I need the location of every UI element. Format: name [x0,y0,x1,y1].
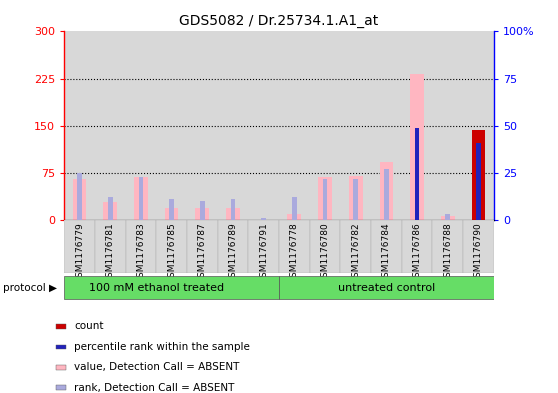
Bar [445,215,450,220]
Bar [138,177,143,220]
Bar [415,128,420,220]
Bar [108,197,113,220]
Bar [126,220,156,273]
FancyBboxPatch shape [279,276,494,299]
Bar [195,208,209,220]
Bar [156,31,187,220]
Bar [472,130,485,220]
Bar [432,220,463,273]
Bar [218,31,248,220]
Text: GSM1176786: GSM1176786 [412,222,422,283]
Bar [248,31,279,220]
Bar [165,208,179,220]
Bar [340,220,371,273]
Bar [441,216,455,220]
Text: value, Detection Call = ABSENT: value, Detection Call = ABSENT [74,362,239,372]
Text: rank, Detection Call = ABSENT: rank, Detection Call = ABSENT [74,383,234,393]
Bar [340,31,371,220]
Bar [310,31,340,220]
Bar [353,178,358,220]
Bar [310,220,340,273]
Bar [463,220,494,273]
Text: GSM1176781: GSM1176781 [105,222,115,283]
Bar [292,197,297,220]
Bar [463,31,494,220]
Bar [134,177,148,220]
Bar [379,162,393,220]
Text: GSM1176779: GSM1176779 [75,222,84,283]
Text: GSM1176789: GSM1176789 [228,222,238,283]
Text: percentile rank within the sample: percentile rank within the sample [74,342,250,352]
FancyBboxPatch shape [64,276,279,299]
Text: GSM1176791: GSM1176791 [259,222,268,283]
Bar [287,215,301,220]
Bar [402,31,432,220]
Text: GDS5082 / Dr.25734.1.A1_at: GDS5082 / Dr.25734.1.A1_at [179,14,379,28]
Text: GSM1176780: GSM1176780 [320,222,330,283]
Bar [371,220,402,273]
Text: count: count [74,321,104,331]
Text: GSM1176787: GSM1176787 [198,222,207,283]
Bar [95,220,126,273]
Bar [187,31,218,220]
Bar [226,208,240,220]
Bar [279,220,310,273]
Bar [432,31,463,220]
Text: GSM1176790: GSM1176790 [474,222,483,283]
Bar [156,220,187,273]
Bar [349,176,363,220]
Bar [318,177,332,220]
Text: GSM1176788: GSM1176788 [443,222,453,283]
Bar [77,173,82,220]
Bar [64,220,95,273]
Text: 100 mM ethanol treated: 100 mM ethanol treated [89,283,224,293]
Bar [64,31,95,220]
Bar [279,31,310,220]
Bar [95,31,126,220]
Text: GSM1176782: GSM1176782 [351,222,360,283]
Text: GSM1176783: GSM1176783 [136,222,146,283]
Bar [248,220,279,273]
Bar [218,220,248,273]
Bar [261,218,266,220]
Bar [410,73,424,220]
Bar [384,169,389,220]
Text: untreated control: untreated control [338,283,435,293]
Text: GSM1176784: GSM1176784 [382,222,391,283]
Text: GSM1176785: GSM1176785 [167,222,176,283]
Text: GSM1176778: GSM1176778 [290,222,299,283]
Bar [323,178,328,220]
Bar [230,199,235,220]
Bar [402,220,432,273]
Bar [476,143,481,220]
Bar [126,31,156,220]
Text: protocol ▶: protocol ▶ [3,283,57,293]
Bar [103,202,117,220]
Bar [200,201,205,220]
Bar [371,31,402,220]
Bar [187,220,218,273]
Bar [73,179,86,220]
Bar [169,199,174,220]
